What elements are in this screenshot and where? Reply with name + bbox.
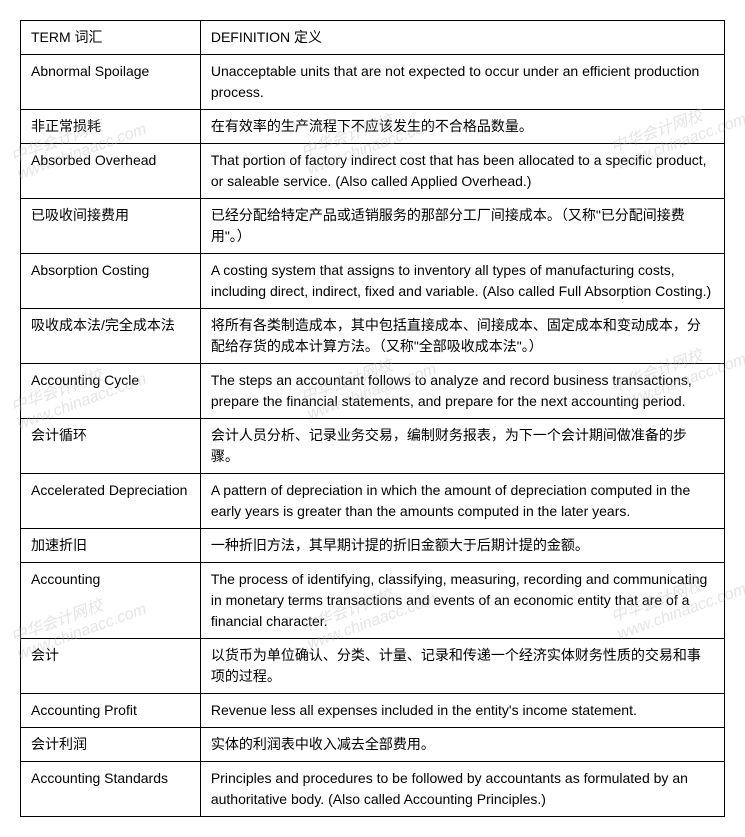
definition-cell: 在有效率的生产流程下不应该发生的不合格品数量。 bbox=[200, 110, 724, 144]
table-row: Accounting Standards Principles and proc… bbox=[21, 762, 725, 817]
definition-cell: Unacceptable units that are not expected… bbox=[200, 55, 724, 110]
header-definition: DEFINITION 定义 bbox=[200, 21, 724, 55]
table-row: 加速折旧 一种折旧方法，其早期计提的折旧金额大于后期计提的金额。 bbox=[21, 529, 725, 563]
definition-cell: A costing system that assigns to invento… bbox=[200, 254, 724, 309]
glossary-table-container: 中华会计网校www.chinaacc.com 中华会计网校www.chinaac… bbox=[20, 20, 725, 817]
term-cell: Abnormal Spoilage bbox=[21, 55, 201, 110]
definition-cell: 实体的利润表中收入减去全部费用。 bbox=[200, 728, 724, 762]
term-cell: Accounting bbox=[21, 563, 201, 639]
table-row: 非正常损耗 在有效率的生产流程下不应该发生的不合格品数量。 bbox=[21, 110, 725, 144]
term-cell: Absorption Costing bbox=[21, 254, 201, 309]
table-header-row: TERM 词汇 DEFINITION 定义 bbox=[21, 21, 725, 55]
table-row: 会计循环 会计人员分析、记录业务交易，编制财务报表，为下一个会计期间做准备的步骤… bbox=[21, 419, 725, 474]
term-cell: 非正常损耗 bbox=[21, 110, 201, 144]
definition-cell: Principles and procedures to be followed… bbox=[200, 762, 724, 817]
term-cell: 已吸收间接费用 bbox=[21, 199, 201, 254]
definition-cell: 会计人员分析、记录业务交易，编制财务报表，为下一个会计期间做准备的步骤。 bbox=[200, 419, 724, 474]
definition-cell: A pattern of depreciation in which the a… bbox=[200, 474, 724, 529]
term-cell: 会计 bbox=[21, 639, 201, 694]
table-row: Accounting The process of identifying, c… bbox=[21, 563, 725, 639]
definition-cell: 以货币为单位确认、分类、计量、记录和传递一个经济实体财务性质的交易和事项的过程。 bbox=[200, 639, 724, 694]
term-cell: 会计循环 bbox=[21, 419, 201, 474]
definition-cell: The steps an accountant follows to analy… bbox=[200, 364, 724, 419]
table-row: Absorption Costing A costing system that… bbox=[21, 254, 725, 309]
term-cell: Absorbed Overhead bbox=[21, 144, 201, 199]
table-row: 会计 以货币为单位确认、分类、计量、记录和传递一个经济实体财务性质的交易和事项的… bbox=[21, 639, 725, 694]
definition-cell: That portion of factory indirect cost th… bbox=[200, 144, 724, 199]
glossary-table: TERM 词汇 DEFINITION 定义 Abnormal Spoilage … bbox=[20, 20, 725, 817]
term-cell: 会计利润 bbox=[21, 728, 201, 762]
table-row: 会计利润 实体的利润表中收入减去全部费用。 bbox=[21, 728, 725, 762]
table-row: 已吸收间接费用 已经分配给特定产品或适销服务的那部分工厂间接成本。（又称"已分配… bbox=[21, 199, 725, 254]
table-row: Abnormal Spoilage Unacceptable units tha… bbox=[21, 55, 725, 110]
term-cell: Accelerated Depreciation bbox=[21, 474, 201, 529]
table-row: 吸收成本法/完全成本法 将所有各类制造成本，其中包括直接成本、间接成本、固定成本… bbox=[21, 309, 725, 364]
table-row: Accounting Profit Revenue less all expen… bbox=[21, 694, 725, 728]
term-cell: 吸收成本法/完全成本法 bbox=[21, 309, 201, 364]
definition-cell: Revenue less all expenses included in th… bbox=[200, 694, 724, 728]
term-cell: Accounting Profit bbox=[21, 694, 201, 728]
definition-cell: 已经分配给特定产品或适销服务的那部分工厂间接成本。（又称"已分配间接费用"。） bbox=[200, 199, 724, 254]
table-row: Absorbed Overhead That portion of factor… bbox=[21, 144, 725, 199]
definition-cell: 将所有各类制造成本，其中包括直接成本、间接成本、固定成本和变动成本，分配给存货的… bbox=[200, 309, 724, 364]
definition-cell: 一种折旧方法，其早期计提的折旧金额大于后期计提的金额。 bbox=[200, 529, 724, 563]
table-row: Accounting Cycle The steps an accountant… bbox=[21, 364, 725, 419]
term-cell: Accounting Standards bbox=[21, 762, 201, 817]
table-row: Accelerated Depreciation A pattern of de… bbox=[21, 474, 725, 529]
term-cell: 加速折旧 bbox=[21, 529, 201, 563]
term-cell: Accounting Cycle bbox=[21, 364, 201, 419]
header-term: TERM 词汇 bbox=[21, 21, 201, 55]
definition-cell: The process of identifying, classifying,… bbox=[200, 563, 724, 639]
